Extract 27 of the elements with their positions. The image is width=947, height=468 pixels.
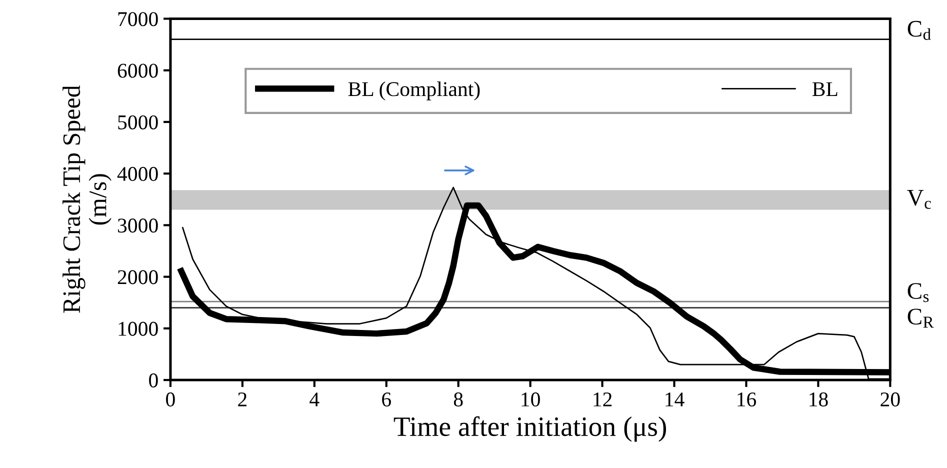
x-tick-label: 0 — [166, 392, 175, 406]
x-tick-label: 10 — [522, 392, 540, 406]
y-tick-label: 4000 — [117, 166, 158, 181]
y-tick-label: 7000 — [118, 12, 158, 26]
y-axis-title: Right Crack Tip Speed (m/s) — [62, 85, 112, 313]
ref-line-label: C$_{s}$ — [908, 283, 929, 302]
x-tick-label: 2 — [238, 392, 246, 406]
y-tick-label: 6000 — [118, 64, 158, 78]
x-tick-label: 14 — [666, 392, 684, 406]
x-tick-label: 6 — [382, 392, 391, 406]
legend-label: BL — [812, 82, 838, 96]
y-tick-label: 0 — [149, 373, 158, 388]
ref-line-label: C$_{R}$ — [908, 308, 934, 328]
x-axis-title: Time after initiation (μs) — [394, 416, 666, 442]
legend-label: BL (Compliant) — [348, 82, 480, 100]
x-tick-label: 18 — [810, 392, 828, 406]
x-tick-label: 4 — [310, 392, 320, 406]
x-tick-label: 20 — [880, 392, 900, 406]
y-tick-label: 2000 — [118, 270, 158, 284]
y-tick-label: 3000 — [118, 218, 158, 233]
band-label: V$_{c}$ — [907, 190, 931, 209]
y-tick-label: 1000 — [118, 322, 158, 336]
x-tick-label: 16 — [738, 392, 756, 406]
y-tick-label: 5000 — [118, 115, 158, 130]
x-tick-label: 8 — [454, 392, 463, 406]
x-tick-label: 12 — [594, 392, 612, 406]
ref-line-label: C$_{d}$ — [908, 20, 931, 40]
